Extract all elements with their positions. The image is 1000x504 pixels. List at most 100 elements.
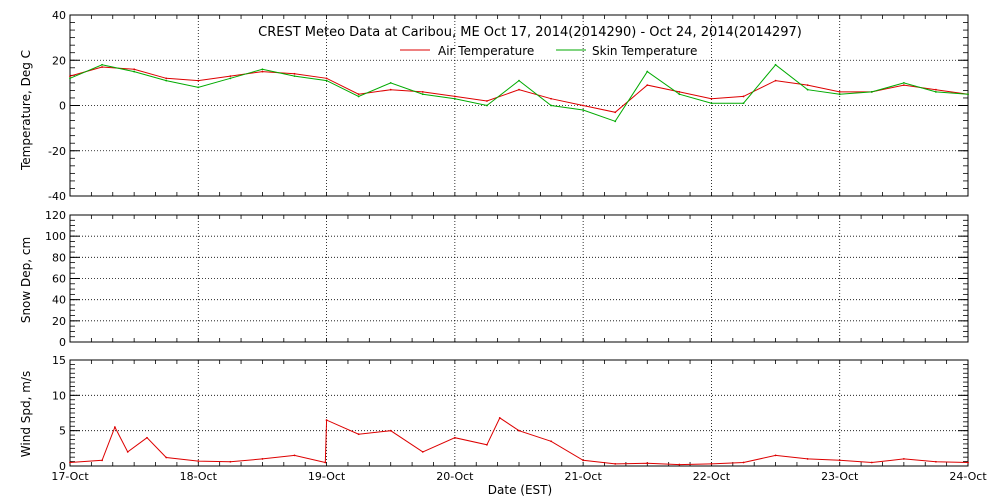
wind-data-point [146, 436, 148, 439]
wind-data-point [582, 459, 585, 462]
wind-data-point [646, 462, 649, 465]
wind-series-line-0 [69, 417, 969, 466]
wind-data-point [325, 419, 328, 421]
wind-data-point [229, 460, 232, 463]
temperature-data-point [261, 68, 264, 71]
temperature-data-point [870, 91, 873, 93]
x-tick-label: 17-Oct [51, 470, 89, 483]
wind-data-point [550, 440, 552, 443]
x-tick-label: 18-Oct [180, 470, 218, 483]
temperature-data-point [389, 88, 392, 91]
legend-label-skin: Skin Temperature [592, 44, 697, 58]
wind-data-point [453, 436, 456, 439]
temperature-data-point [774, 63, 777, 66]
temperature-data-point [486, 104, 488, 107]
temperature-data-point [165, 77, 168, 80]
temperature-data-point [678, 91, 681, 93]
legend: Air Temperature Skin Temperature [400, 44, 697, 58]
temperature-data-point [165, 79, 168, 82]
temperature-data-point [389, 81, 392, 84]
x-tick-label: 24-Oct [949, 470, 987, 483]
wind-data-point [902, 458, 905, 460]
temperature-data-point [710, 97, 713, 100]
temperature-data-point [293, 75, 296, 77]
wind-data-point [935, 460, 937, 463]
temperature-axis-label: Temperature, Deg C [19, 50, 33, 171]
temperature-data-point [646, 70, 649, 73]
temperature-data-point [518, 88, 520, 91]
x-tick-label: 19-Oct [308, 470, 346, 483]
snow-frame [69, 214, 969, 343]
wind-data-point [389, 429, 392, 432]
wind-data-point [293, 454, 296, 457]
wind-data-point [69, 461, 71, 464]
wind-data-point [261, 458, 264, 460]
x-tick-label: 21-Oct [564, 470, 602, 483]
temperature-frame [69, 14, 969, 197]
wind-data-point [197, 460, 200, 462]
wind-data-point [774, 454, 777, 457]
x-tick-label: 22-Oct [693, 470, 731, 483]
temperature-data-point [902, 81, 905, 84]
temperature-data-point [678, 93, 681, 96]
temperature-data-point [742, 102, 745, 105]
wind-axis-label: Wind Spd, m/s [19, 371, 33, 457]
snow-y-tick-label: 40 [52, 294, 66, 307]
temperature-data-point [325, 79, 328, 82]
temperature-data-point [838, 93, 841, 96]
x-tick-label: 23-Oct [821, 470, 859, 483]
wind-y-tick-label: 5 [59, 425, 66, 438]
temperature-data-point [133, 68, 136, 71]
wind-data-point [518, 429, 520, 432]
wind-data-point [742, 461, 745, 464]
wind-data-point [165, 456, 168, 459]
wind-data-point [421, 450, 424, 453]
snow-y-tick-label: 120 [45, 209, 66, 222]
temperature-data-point [967, 93, 969, 96]
temperature-data-point [806, 84, 809, 87]
temperature-data-point [261, 70, 264, 73]
temperature-data-point [453, 95, 456, 98]
temperature-y-tick-label: 20 [52, 54, 66, 67]
wind-data-point [710, 462, 713, 465]
wind-data-point [357, 433, 360, 436]
temperature-data-point [486, 100, 488, 102]
wind-data-point [806, 458, 809, 460]
temperature-series-line-1 [69, 64, 969, 122]
legend-label-air: Air Temperature [438, 44, 534, 58]
temperature-data-point [550, 104, 552, 107]
wind-data-point [967, 461, 969, 464]
temperature-data-point [325, 77, 328, 80]
temperature-data-point [69, 75, 71, 77]
wind-data-point [838, 459, 841, 462]
temperature-data-point [614, 120, 617, 123]
wind-data-point [126, 450, 129, 453]
temperature-y-tick-label: 40 [52, 9, 66, 22]
wind-data-point [101, 459, 103, 462]
wind-data-point [870, 461, 873, 464]
temperature-data-point [838, 91, 841, 93]
temperature-data-point [421, 93, 424, 96]
temperature-data-point [582, 104, 585, 107]
temperature-data-point [101, 63, 103, 66]
temperature-data-point [774, 79, 777, 82]
temperature-y-tick-label: 0 [59, 100, 66, 113]
x-axis-label: Date (EST) [488, 483, 552, 497]
temperature-data-point [197, 86, 200, 89]
temperature-data-point [357, 93, 360, 96]
chart-title: CREST Meteo Data at Caribou, ME Oct 17, … [258, 25, 802, 40]
temperature-data-point [101, 66, 103, 68]
temperature-data-point [806, 88, 809, 91]
temperature-data-point [550, 97, 552, 100]
temperature-data-point [710, 102, 713, 105]
temperature-y-tick-label: -40 [48, 190, 66, 203]
wind-data-point [114, 426, 116, 429]
wind-data-point [324, 461, 327, 464]
temperature-data-point [421, 91, 424, 93]
temperature-data-point [229, 75, 232, 77]
wind-data-point [614, 462, 617, 465]
wind-data-point [678, 463, 681, 466]
temperature-data-point [614, 111, 617, 114]
